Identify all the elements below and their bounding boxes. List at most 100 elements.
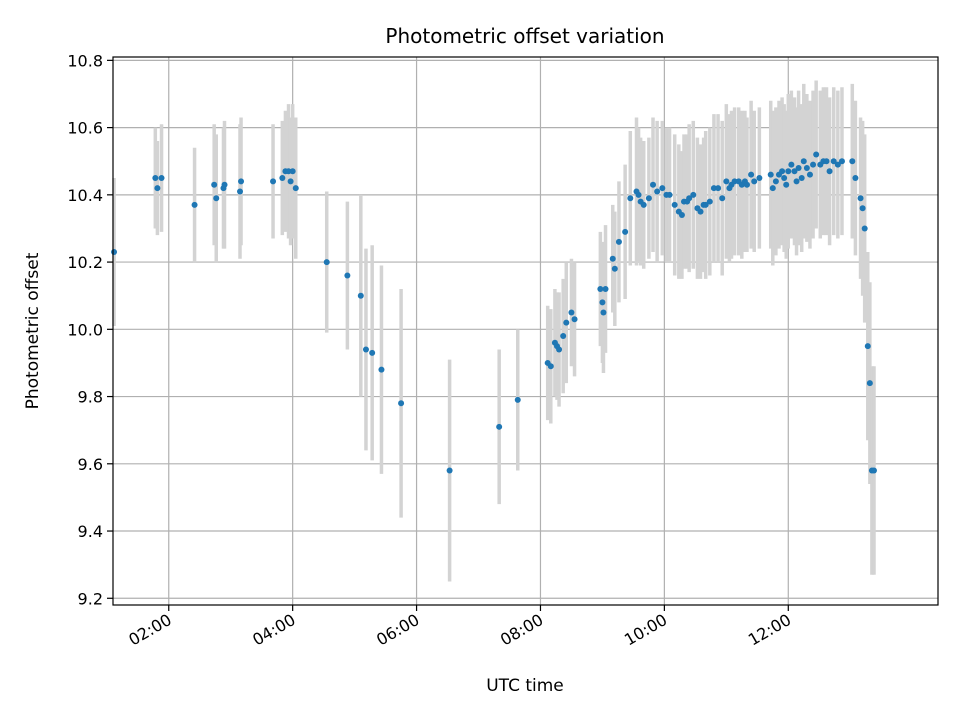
data-point [654, 188, 661, 195]
data-point [563, 319, 570, 326]
y-tick-label: 9.6 [78, 455, 103, 474]
data-point [285, 168, 292, 175]
data-point [111, 248, 118, 255]
data-point [751, 178, 758, 185]
data-point [666, 191, 673, 198]
data-point [671, 201, 678, 208]
data-point [357, 292, 364, 299]
y-tick-label: 10.8 [67, 51, 103, 70]
data-point [806, 171, 813, 178]
data-point [710, 185, 717, 192]
data-point [627, 195, 634, 202]
data-point [810, 161, 817, 168]
data-point [369, 349, 376, 356]
data-point [723, 178, 730, 185]
data-point [556, 346, 563, 353]
y-tick-label: 9.8 [78, 388, 103, 407]
data-point [635, 191, 642, 198]
data-point [859, 205, 866, 212]
data-point [615, 238, 622, 245]
data-point [785, 168, 792, 175]
data-point [715, 185, 722, 192]
data-point [719, 195, 726, 202]
data-point [237, 188, 244, 195]
data-point [838, 158, 845, 165]
data-point [640, 201, 647, 208]
data-point [861, 225, 868, 232]
data-point [783, 181, 790, 188]
data-point [158, 175, 165, 182]
data-point [609, 255, 616, 262]
data-point [645, 195, 652, 202]
data-point [238, 178, 245, 185]
data-point [803, 164, 810, 171]
data-point [702, 201, 709, 208]
data-point [344, 272, 351, 279]
data-point [292, 185, 299, 192]
data-point [823, 158, 830, 165]
data-points [111, 151, 877, 474]
data-point [686, 195, 693, 202]
data-point [323, 259, 330, 266]
data-point [793, 178, 800, 185]
data-point [813, 151, 820, 158]
data-point [279, 175, 286, 182]
data-point [678, 212, 685, 219]
data-point [834, 161, 841, 168]
data-point [798, 175, 805, 182]
data-point [560, 333, 567, 340]
y-tick-label: 9.4 [78, 522, 103, 541]
data-point [769, 185, 776, 192]
data-point [791, 168, 798, 175]
data-point [852, 175, 859, 182]
y-tick-label: 10.2 [67, 253, 103, 272]
data-point [743, 181, 750, 188]
data-point [706, 198, 713, 205]
data-point [547, 363, 554, 370]
data-point [697, 208, 704, 215]
data-point [611, 265, 618, 272]
y-tick-label: 9.2 [78, 589, 103, 608]
data-point [599, 299, 606, 306]
data-point [600, 309, 607, 316]
x-axis-label: UTC time [486, 676, 564, 696]
data-point [270, 178, 277, 185]
y-tick-label: 10.0 [67, 320, 103, 339]
data-point [597, 285, 604, 292]
data-point [756, 175, 763, 182]
data-point [571, 316, 578, 323]
data-point [213, 195, 220, 202]
data-point [690, 191, 697, 198]
y-axis-label: Photometric offset [23, 252, 43, 409]
data-point [446, 467, 453, 474]
data-point [602, 285, 609, 292]
data-point [568, 309, 575, 316]
data-point [826, 168, 833, 175]
data-point [154, 185, 161, 192]
data-point [378, 366, 385, 373]
y-tick-label: 10.4 [67, 186, 103, 205]
data-point [287, 178, 294, 185]
data-point [362, 346, 369, 353]
data-point [650, 181, 657, 188]
y-axis-ticks: 9.2 9.4 9.6 9.8 10.0 10.2 10.4 10.6 10.8 [67, 51, 113, 608]
data-point [496, 423, 503, 430]
data-point [849, 158, 856, 165]
data-point [398, 400, 405, 407]
data-point [289, 168, 296, 175]
data-point [781, 175, 788, 182]
grid-lines [113, 57, 938, 605]
data-point [211, 181, 218, 188]
data-point [870, 467, 877, 474]
data-point [731, 178, 738, 185]
data-point [191, 201, 198, 208]
data-point [622, 228, 629, 235]
data-point [866, 380, 873, 387]
data-point [152, 175, 159, 182]
chart-title: Photometric offset variation [385, 24, 664, 48]
data-point [748, 171, 755, 178]
data-point [857, 195, 864, 202]
data-point [767, 171, 774, 178]
data-point [800, 158, 807, 165]
